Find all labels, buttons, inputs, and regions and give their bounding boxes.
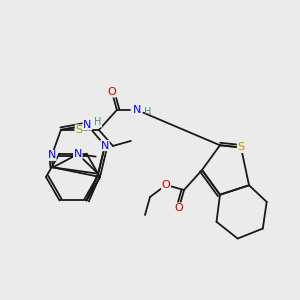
Text: H: H (94, 117, 102, 127)
Text: S: S (237, 142, 244, 152)
Text: O: O (175, 203, 183, 213)
Text: N: N (74, 149, 82, 159)
Text: O: O (107, 87, 116, 97)
Text: N: N (48, 150, 56, 161)
Text: N: N (101, 141, 109, 151)
Text: O: O (162, 180, 170, 190)
Text: N: N (133, 105, 141, 115)
Text: H: H (144, 107, 151, 117)
Text: S: S (75, 125, 82, 135)
Text: N: N (83, 120, 92, 130)
